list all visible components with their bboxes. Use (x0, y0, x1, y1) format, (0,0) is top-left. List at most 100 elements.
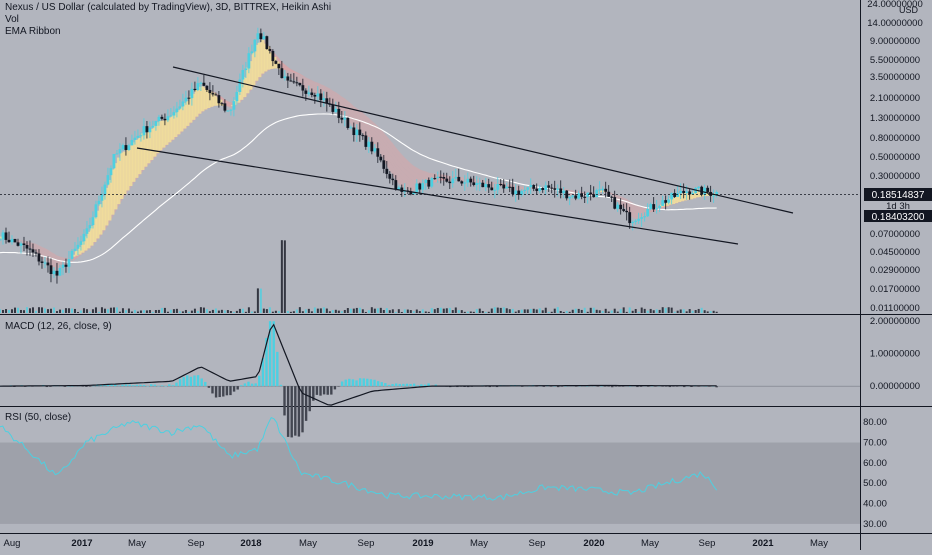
volume-bar (715, 311, 718, 313)
volume-bar (103, 308, 106, 313)
candle-up (181, 101, 185, 107)
volume-bar (538, 308, 541, 313)
candle-down (304, 90, 308, 94)
candle-down (361, 135, 365, 137)
candle-down (286, 76, 290, 81)
lower-trendline[interactable] (136, 147, 739, 245)
candle-up (106, 175, 110, 185)
volume-bar (37, 307, 40, 313)
ema-warm-segment (203, 87, 208, 110)
candle-down (163, 118, 167, 121)
volume-bar (592, 307, 595, 313)
volume-bar (646, 310, 649, 313)
candle-up (154, 121, 158, 126)
volume-bar (337, 310, 340, 313)
volume-bar (445, 308, 448, 313)
ema-warm-segment (683, 192, 688, 201)
macd-axis-tick: 0.00000000 (870, 381, 920, 392)
candle-up (496, 184, 500, 190)
volume-bar (178, 311, 181, 313)
candle-up (424, 179, 428, 184)
time-axis-tick: Sep (699, 538, 716, 549)
macd-histogram-bar (283, 386, 286, 416)
price-axis-tick: 0.30000000 (870, 171, 920, 182)
candle-down (673, 193, 677, 197)
upper-trendline[interactable] (172, 66, 794, 214)
candle-down (532, 185, 536, 189)
symbol-title[interactable]: Nexus / US Dollar (calculated by Trading… (5, 2, 332, 13)
macd-histogram-bar (715, 386, 718, 388)
volume-bar (319, 308, 322, 313)
macd-histogram-bar (254, 383, 257, 387)
volume-bar (91, 309, 94, 313)
macd-pane[interactable] (0, 321, 860, 438)
macd-histogram-bar (178, 379, 182, 387)
macd-histogram-bar (214, 386, 218, 398)
ema-warm-segment (182, 103, 187, 129)
macd-label[interactable]: MACD (12, 26, close, 9) (5, 321, 112, 332)
candle-down (706, 187, 710, 192)
candle-up (184, 97, 188, 102)
ema-warm-segment (239, 83, 244, 100)
candle-down (301, 85, 305, 91)
volume-bar (346, 308, 349, 313)
macd-histogram-bar (553, 386, 556, 387)
volume-bar (34, 310, 37, 313)
last-price-badge: 0.18514837 (864, 188, 932, 201)
ema-ribbon (0, 40, 718, 272)
ema-warm-segment (689, 193, 694, 200)
rsi-axis-tick: 30.00 (863, 519, 887, 530)
volume-bar (502, 307, 505, 313)
volume-bar (307, 308, 310, 313)
candle-down (124, 145, 128, 151)
price-axis-tick: 5.50000000 (870, 55, 920, 66)
candle-up (235, 91, 239, 102)
volume-bar (340, 311, 343, 313)
ema-warm-segment (179, 106, 184, 132)
volume-bar (655, 309, 658, 313)
rsi-label[interactable]: RSI (50, close) (5, 412, 72, 423)
trendlines[interactable] (136, 66, 794, 245)
ema-warm-segment (242, 77, 247, 98)
candle-down (7, 239, 11, 243)
volume-bar (691, 310, 694, 313)
macd-histogram-bar (150, 384, 153, 387)
volume-bar (586, 311, 589, 313)
macd-histogram-bar (193, 375, 196, 387)
macd-histogram-bar (394, 383, 398, 387)
ema-band (0, 60, 717, 262)
price-axis[interactable]: 24.00000000 14.00000000 9.00000000 5.500000… (867, 0, 922, 314)
volume-bar (250, 311, 253, 313)
volume-bar (454, 307, 457, 313)
candle-down (223, 103, 227, 111)
volume-bar (427, 311, 430, 313)
macd-histogram-bar (683, 386, 686, 388)
volume-bar (331, 310, 334, 313)
volume-bar (412, 311, 415, 313)
ema-warm-segment (236, 91, 241, 103)
candle-up (253, 39, 257, 52)
ema-ribbon-label[interactable]: EMA Ribbon (5, 26, 61, 37)
candle-up (130, 139, 134, 146)
volume-bar (154, 310, 157, 313)
volume-bar (205, 309, 208, 313)
macd-histogram-bar (348, 378, 351, 387)
price-axis-tick: 0.04500000 (870, 247, 920, 258)
rsi-pane[interactable] (0, 416, 718, 501)
candle-up (595, 190, 599, 198)
candle-down (604, 188, 608, 192)
macd-histogram-bar (294, 386, 297, 436)
volume-bar (673, 311, 676, 313)
volume-indicator-label[interactable]: Vol (5, 14, 19, 25)
volume-bar (139, 310, 142, 313)
candle-up (451, 178, 455, 184)
macd-histogram-bar (322, 386, 326, 395)
price-pane[interactable] (0, 27, 860, 313)
time-axis[interactable]: Aug 2017 May Sep 2018 May Sep 2019 May Sep 2020 May… (4, 538, 829, 549)
candle-down (346, 117, 350, 128)
rsi-axis-tick: 50.00 (863, 478, 887, 489)
candle-up (157, 116, 161, 122)
ema-warm-segment (77, 246, 82, 255)
